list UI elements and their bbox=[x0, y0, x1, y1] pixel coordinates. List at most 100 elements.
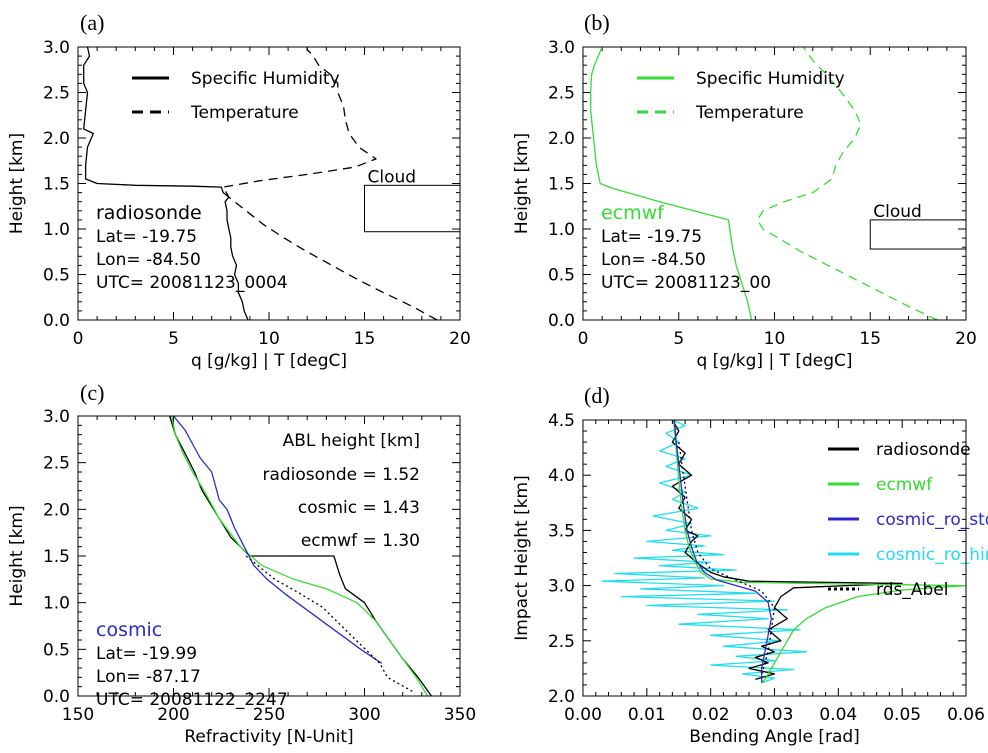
y-tick-label: 2.5 bbox=[43, 454, 70, 474]
cloud-box bbox=[869, 219, 967, 250]
series-line-cosmic-ro-std bbox=[673, 420, 772, 683]
x-tick-label: 300 bbox=[348, 705, 380, 725]
station-info-line: Lon= -84.50 bbox=[96, 250, 201, 270]
panel-0: (a) 0 5 10 15 20 0.0 0.5 1.0 1.5 2.0 2.5 3.0 q [g/kg]… bbox=[7, 10, 471, 371]
x-tick-label: 0.01 bbox=[628, 705, 666, 725]
station-info-line: UTC= 20081123_0004 bbox=[96, 273, 288, 293]
legend-label: rds_Abel bbox=[876, 580, 948, 600]
y-tick-label: 2.5 bbox=[548, 84, 575, 104]
legend-label: Temperature bbox=[190, 103, 299, 123]
x-tick-label: 10 bbox=[764, 329, 786, 349]
y-tick-label: 3.0 bbox=[43, 38, 70, 58]
plot-frame bbox=[582, 419, 967, 697]
legend-label: Temperature bbox=[695, 103, 804, 123]
series-line-specific-humidity bbox=[590, 47, 753, 320]
legend-label: radiosonde bbox=[876, 440, 971, 460]
series-line-temperature bbox=[222, 47, 438, 320]
abl-title: ABL height [km] bbox=[283, 431, 420, 451]
series-line-cosmic bbox=[172, 416, 383, 664]
series-line-temperature bbox=[756, 47, 938, 320]
panel-label: (b) bbox=[584, 10, 610, 35]
cloud-label: Cloud bbox=[873, 202, 922, 222]
y-tick-label: 2.5 bbox=[548, 632, 575, 652]
station-info-line: Lon= -84.50 bbox=[601, 250, 706, 270]
legend-label: cosmic_ro_std bbox=[876, 510, 988, 530]
series-line-specific-humidity bbox=[83, 47, 249, 320]
x-tick-label: 0.00 bbox=[564, 705, 602, 725]
series-line-radiosonde bbox=[169, 416, 432, 696]
x-axis-label: q [g/kg] | T [degC] bbox=[191, 351, 347, 371]
y-tick-label: 1.0 bbox=[43, 220, 70, 240]
y-tick-label: 0.0 bbox=[43, 311, 70, 331]
panel-label: (a) bbox=[80, 10, 104, 35]
x-tick-label: 200 bbox=[157, 705, 189, 725]
x-tick-label: 20 bbox=[449, 329, 471, 349]
station-name: ecmwf bbox=[601, 202, 665, 224]
panel-1: (b) 0 5 10 15 20 0.0 0.5 1.0 1.5 2.0 2.5 3.0 q [g/kg]… bbox=[512, 10, 977, 371]
x-tick-label: 0 bbox=[578, 329, 589, 349]
panel-label: (d) bbox=[584, 383, 610, 408]
x-axis-label: Refractivity [N-Unit] bbox=[184, 727, 353, 747]
cloud-box bbox=[364, 184, 461, 233]
x-tick-label: 350 bbox=[444, 705, 476, 725]
x-tick-label: 150 bbox=[62, 705, 94, 725]
y-tick-label: 2.5 bbox=[43, 84, 70, 104]
x-tick-label: 0.04 bbox=[819, 705, 857, 725]
panel-3: (d) 0.00 0.01 0.02 0.03 0.04 0.05 0.06 2.0 2.5 3.0… bbox=[512, 383, 988, 747]
y-tick-label: 2.0 bbox=[548, 129, 575, 149]
series-line-cosmic-abel bbox=[245, 555, 413, 692]
abl-line: radiosonde = 1.52 bbox=[262, 465, 420, 485]
y-tick-label: 3.5 bbox=[548, 521, 575, 541]
y-tick-label: 1.0 bbox=[548, 220, 575, 240]
x-tick-label: 0 bbox=[73, 329, 84, 349]
y-tick-label: 3.0 bbox=[43, 407, 70, 427]
y-tick-label: 2.0 bbox=[43, 500, 70, 520]
y-tick-label: 4.0 bbox=[548, 466, 575, 486]
series-line-rds-abel bbox=[678, 442, 776, 675]
x-tick-label: 15 bbox=[354, 329, 376, 349]
y-tick-label: 0.0 bbox=[43, 687, 70, 707]
plot-frame bbox=[77, 415, 461, 697]
series-line-radiosonde bbox=[671, 420, 903, 681]
abl-line: ecmwf = 1.30 bbox=[301, 531, 420, 551]
station-name: radiosonde bbox=[96, 202, 202, 224]
y-tick-label: 1.5 bbox=[43, 175, 70, 195]
x-tick-label: 0.03 bbox=[756, 705, 794, 725]
x-tick-label: 20 bbox=[955, 329, 977, 349]
station-info-line: UTC= 20081122_2247 bbox=[96, 690, 288, 710]
x-axis-label: q [g/kg] | T [degC] bbox=[696, 351, 852, 371]
series-line-ecmwf bbox=[170, 416, 429, 696]
station-info-line: UTC= 20081123_00 bbox=[601, 273, 771, 293]
y-tick-label: 3.0 bbox=[548, 38, 575, 58]
x-tick-label: 5 bbox=[673, 329, 684, 349]
station-info-line: Lat= -19.75 bbox=[96, 227, 197, 247]
x-tick-label: 0.06 bbox=[947, 705, 985, 725]
station-info-line: Lat= -19.75 bbox=[601, 227, 702, 247]
station-info-line: Lat= -19.99 bbox=[96, 644, 197, 664]
panel-2: (c) 150 200 250 300 350 0.0 0.5 1.0 1.5 2.0 2.5 3.0 R… bbox=[7, 380, 476, 747]
y-axis-label: Impact Height [km] bbox=[512, 475, 532, 640]
y-tick-label: 1.0 bbox=[43, 594, 70, 614]
x-tick-label: 0.02 bbox=[692, 705, 730, 725]
series-line-cosmic-ro-hires bbox=[601, 420, 808, 684]
station-info-line: Lon= -87.17 bbox=[96, 667, 201, 687]
abl-line: cosmic = 1.43 bbox=[298, 498, 420, 518]
y-tick-label: 0.5 bbox=[43, 266, 70, 286]
y-tick-label: 2.0 bbox=[43, 129, 70, 149]
legend-label: Specific Humidity bbox=[191, 69, 340, 89]
x-tick-label: 250 bbox=[253, 705, 285, 725]
y-tick-label: 0.5 bbox=[548, 266, 575, 286]
panel-label: (c) bbox=[80, 380, 104, 405]
y-tick-label: 1.5 bbox=[548, 175, 575, 195]
cloud-label: Cloud bbox=[368, 167, 417, 187]
y-tick-label: 4.5 bbox=[548, 411, 575, 431]
y-axis-label: Height [km] bbox=[7, 133, 27, 234]
plot-frame bbox=[77, 46, 461, 321]
plot-frame bbox=[582, 46, 967, 321]
y-tick-label: 3.0 bbox=[548, 577, 575, 597]
station-name: cosmic bbox=[96, 619, 162, 641]
legend-label: cosmic_ro_hires bbox=[876, 545, 988, 565]
y-tick-label: 1.5 bbox=[43, 547, 70, 567]
x-tick-label: 5 bbox=[168, 329, 179, 349]
